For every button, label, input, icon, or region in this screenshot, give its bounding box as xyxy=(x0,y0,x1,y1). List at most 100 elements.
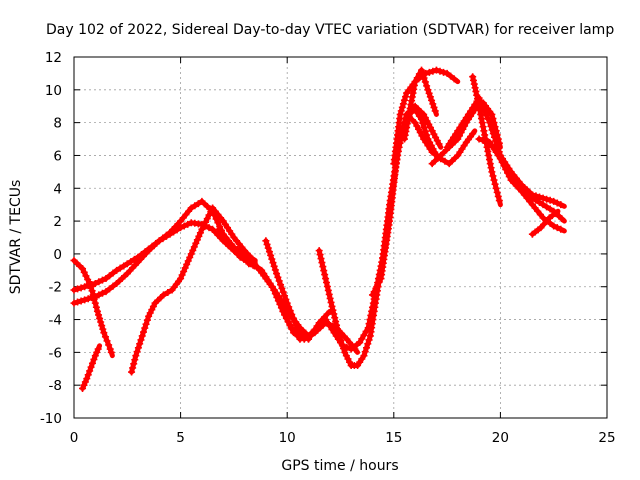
data-point-marker xyxy=(356,339,364,347)
data-point-marker xyxy=(488,110,496,118)
data-point-marker xyxy=(477,115,485,123)
data-point-marker xyxy=(245,260,253,268)
data-point-marker xyxy=(98,322,106,330)
data-point-marker xyxy=(494,192,502,200)
data-point-marker xyxy=(361,348,369,356)
data-point-marker xyxy=(79,384,87,392)
data-point-marker xyxy=(236,253,244,261)
data-point-marker xyxy=(103,337,111,345)
series-segment xyxy=(444,70,461,85)
data-point-marker xyxy=(79,265,87,273)
data-point-marker xyxy=(358,335,366,343)
data-point-marker xyxy=(553,199,561,207)
data-point-marker xyxy=(177,224,185,232)
data-point-marker xyxy=(428,96,436,104)
data-point-marker xyxy=(319,263,327,271)
data-point-marker xyxy=(421,127,429,135)
y-tick-label: -6 xyxy=(49,345,62,361)
data-point-marker xyxy=(141,324,149,332)
data-point-marker xyxy=(557,225,565,233)
data-point-marker xyxy=(267,251,275,259)
data-point-marker xyxy=(364,340,372,348)
data-point-marker xyxy=(148,242,156,250)
data-point-marker xyxy=(399,100,407,108)
data-point-marker xyxy=(279,288,287,296)
data-point-marker xyxy=(84,276,92,284)
data-point-marker xyxy=(95,311,103,319)
data-point-marker xyxy=(195,232,203,240)
data-point-marker xyxy=(322,275,330,283)
data-point-marker xyxy=(475,135,483,143)
data-point-marker xyxy=(289,314,297,322)
data-point-marker xyxy=(396,110,404,118)
data-point-marker xyxy=(430,103,438,111)
data-point-marker xyxy=(492,184,500,192)
data-point-marker xyxy=(325,290,333,298)
data-point-marker xyxy=(323,310,331,318)
data-point-marker xyxy=(273,270,281,278)
data-point-marker xyxy=(203,215,211,223)
data-point-marker xyxy=(116,264,124,272)
data-point-marker xyxy=(189,246,197,254)
data-point-marker xyxy=(398,103,406,111)
data-point-marker xyxy=(190,243,198,251)
y-axis-label: SDTVAR / TECUs xyxy=(8,180,24,295)
data-point-marker xyxy=(193,236,201,244)
series-arc-j xyxy=(315,106,439,369)
data-point-marker xyxy=(106,272,114,280)
data-point-marker xyxy=(205,211,213,219)
data-point-marker xyxy=(145,245,153,253)
data-point-marker xyxy=(142,320,150,328)
data-point-marker xyxy=(94,345,102,353)
x-tick-label: 10 xyxy=(279,430,296,446)
data-point-marker xyxy=(337,337,345,345)
data-point-marker xyxy=(136,340,144,348)
data-point-marker xyxy=(420,123,428,131)
data-point-marker xyxy=(532,196,540,204)
data-point-marker xyxy=(88,287,96,295)
data-point-marker xyxy=(553,224,561,232)
y-tick-label: -8 xyxy=(49,378,62,394)
data-point-marker xyxy=(333,321,341,329)
data-point-marker xyxy=(74,298,82,306)
data-point-marker xyxy=(180,267,188,275)
data-point-marker xyxy=(270,262,278,270)
data-point-marker xyxy=(539,214,547,222)
data-point-marker xyxy=(330,310,338,318)
plot-area xyxy=(70,66,567,392)
y-tick-label: -4 xyxy=(49,313,62,329)
data-point-marker xyxy=(539,201,547,209)
series-segment xyxy=(551,198,567,209)
data-point-marker xyxy=(487,122,495,130)
series-arc-a xyxy=(70,256,115,359)
data-point-marker xyxy=(323,282,331,290)
data-point-marker xyxy=(133,348,141,356)
x-tick-label: 20 xyxy=(492,430,509,446)
data-point-marker xyxy=(107,348,115,356)
data-point-marker xyxy=(429,100,437,108)
data-point-marker xyxy=(420,74,428,82)
data-point-marker xyxy=(200,222,208,230)
data-point-marker xyxy=(495,197,503,205)
data-point-marker xyxy=(138,332,146,340)
data-point-marker xyxy=(134,344,142,352)
data-point-marker xyxy=(491,180,499,188)
data-point-marker xyxy=(70,286,78,294)
data-point-marker xyxy=(91,299,99,307)
y-tick-label: 10 xyxy=(45,83,62,99)
data-point-marker xyxy=(489,172,497,180)
data-point-marker xyxy=(360,352,368,360)
data-point-marker xyxy=(87,363,95,371)
data-point-marker xyxy=(431,107,439,115)
data-point-marker xyxy=(296,335,304,343)
data-point-marker xyxy=(331,314,339,322)
data-point-marker xyxy=(262,237,270,245)
data-point-marker xyxy=(435,140,443,148)
data-point-marker xyxy=(91,352,99,360)
x-tick-label: 25 xyxy=(598,430,615,446)
data-point-marker xyxy=(84,282,92,290)
data-point-marker xyxy=(469,130,477,138)
data-point-marker xyxy=(488,168,496,176)
data-point-marker xyxy=(419,119,427,127)
